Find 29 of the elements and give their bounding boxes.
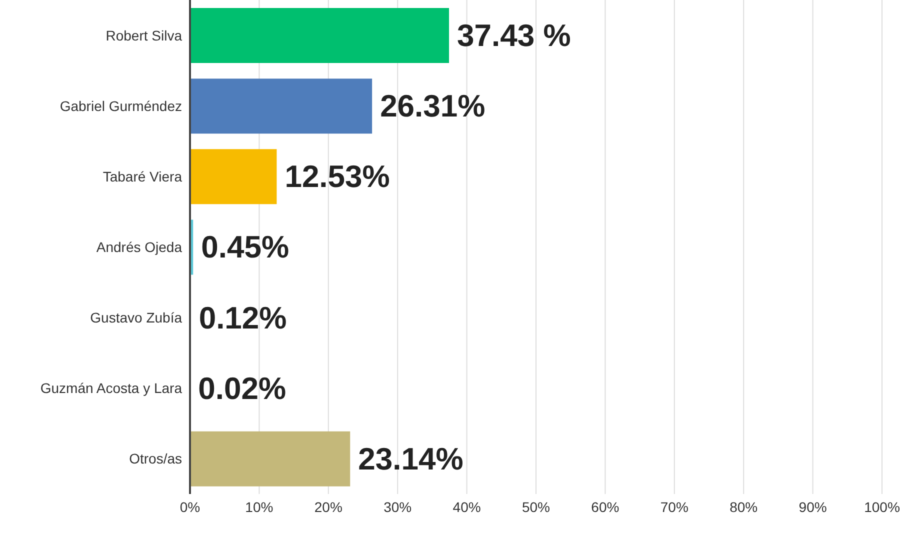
y-tick-label: Gabriel Gurméndez <box>60 98 182 114</box>
x-tick-label: 40% <box>452 498 481 515</box>
x-tick-label: 30% <box>384 498 412 515</box>
bar <box>190 8 450 63</box>
data-label: 0.45% <box>201 230 290 265</box>
x-tick-label: 100% <box>864 498 900 515</box>
x-tick-label: 60% <box>591 498 620 515</box>
bar <box>190 149 277 204</box>
data-label: 37.43 % <box>457 18 571 53</box>
y-tick-label: Andrés Ojeda <box>96 238 182 255</box>
y-tick-label: Robert Silva <box>106 27 182 44</box>
x-tick-label: 0% <box>180 498 200 515</box>
x-tick-label: 20% <box>314 498 342 515</box>
x-tick-label: 80% <box>730 498 758 515</box>
x-tick-label: 70% <box>660 498 688 515</box>
y-tick-label: Guzmán Acosta y Lara <box>40 380 182 396</box>
data-label: 26.31% <box>380 88 486 124</box>
x-tick-label: 90% <box>798 498 827 515</box>
data-label: 12.53% <box>284 159 390 194</box>
x-tick-label: 10% <box>245 498 274 515</box>
bar <box>190 431 350 486</box>
y-tick-label: Otros/as <box>129 450 182 467</box>
y-tick-label: Gustavo Zubía <box>90 310 182 326</box>
y-tick-label: Tabaré Viera <box>102 168 182 184</box>
data-label: 23.14% <box>358 441 464 476</box>
x-tick-label: 50% <box>522 498 550 515</box>
bar <box>190 78 372 134</box>
data-label: 0.02% <box>198 370 286 406</box>
data-label: 0.12% <box>198 300 287 336</box>
